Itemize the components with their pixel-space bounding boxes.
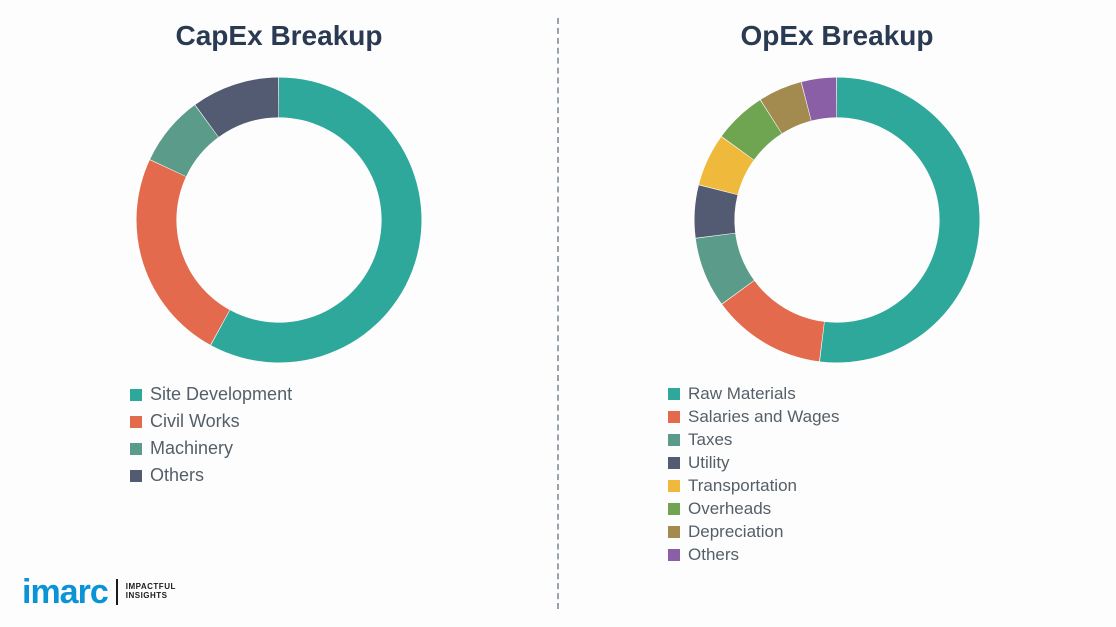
opex-legend-swatch-4 xyxy=(668,480,680,492)
capex-legend-label-0: Site Development xyxy=(150,384,292,405)
logo-tagline: IMPACTFUL INSIGHTS xyxy=(126,583,176,601)
opex-legend-swatch-2 xyxy=(668,434,680,446)
opex-legend-label-2: Taxes xyxy=(688,430,732,450)
brand-logo: imarc IMPACTFUL INSIGHTS xyxy=(22,575,176,609)
opex-legend-item-2: Taxes xyxy=(668,430,840,450)
capex-legend-item-3: Others xyxy=(130,465,292,486)
capex-legend: Site Development Civil Works Machinery Othe… xyxy=(130,384,292,486)
charts-container: CapEx Breakup Site Development Civil Work… xyxy=(0,0,1116,627)
capex-legend-label-1: Civil Works xyxy=(150,411,240,432)
opex-legend-label-7: Others xyxy=(688,545,739,565)
capex-legend-item-2: Machinery xyxy=(130,438,292,459)
opex-legend-swatch-7 xyxy=(668,549,680,561)
opex-legend-item-0: Raw Materials xyxy=(668,384,840,404)
opex-slice-3 xyxy=(695,185,738,238)
opex-legend-swatch-3 xyxy=(668,457,680,469)
capex-donut-wrap xyxy=(129,70,429,370)
opex-donut-wrap xyxy=(687,70,987,370)
vertical-divider xyxy=(557,18,559,609)
logo-mark: imarc xyxy=(22,575,108,609)
opex-title: OpEx Breakup xyxy=(741,20,934,52)
capex-legend-swatch-2 xyxy=(130,443,142,455)
capex-title: CapEx Breakup xyxy=(176,20,383,52)
opex-legend-item-6: Depreciation xyxy=(668,522,840,542)
opex-legend-swatch-0 xyxy=(668,388,680,400)
opex-legend-label-6: Depreciation xyxy=(688,522,783,542)
opex-legend-swatch-6 xyxy=(668,526,680,538)
opex-legend-label-5: Overheads xyxy=(688,499,771,519)
opex-slice-1 xyxy=(722,281,824,362)
capex-legend-swatch-0 xyxy=(130,389,142,401)
opex-donut-chart xyxy=(687,70,987,370)
capex-legend-label-3: Others xyxy=(150,465,204,486)
opex-legend: Raw Materials Salaries and Wages Taxes Util… xyxy=(668,384,840,565)
opex-legend-label-0: Raw Materials xyxy=(688,384,796,404)
capex-legend-item-0: Site Development xyxy=(130,384,292,405)
opex-legend-item-4: Transportation xyxy=(668,476,840,496)
opex-legend-swatch-5 xyxy=(668,503,680,515)
logo-divider xyxy=(116,579,118,605)
opex-slice-0 xyxy=(820,78,980,363)
logo-tag-top: IMPACTFUL xyxy=(126,582,176,591)
opex-legend-label-4: Transportation xyxy=(688,476,797,496)
capex-legend-swatch-1 xyxy=(130,416,142,428)
opex-legend-item-3: Utility xyxy=(668,453,840,473)
capex-panel: CapEx Breakup Site Development Civil Work… xyxy=(0,0,558,627)
opex-legend-item-5: Overheads xyxy=(668,499,840,519)
logo-tag-bottom: INSIGHTS xyxy=(126,591,168,600)
opex-legend-label-1: Salaries and Wages xyxy=(688,407,840,427)
opex-legend-item-7: Others xyxy=(668,545,840,565)
opex-panel: OpEx Breakup Raw Materials Salaries and W… xyxy=(558,0,1116,627)
opex-legend-label-3: Utility xyxy=(688,453,730,473)
capex-legend-label-2: Machinery xyxy=(150,438,233,459)
opex-legend-swatch-1 xyxy=(668,411,680,423)
capex-legend-swatch-3 xyxy=(130,470,142,482)
capex-legend-item-1: Civil Works xyxy=(130,411,292,432)
capex-donut-chart xyxy=(129,70,429,370)
opex-legend-item-1: Salaries and Wages xyxy=(668,407,840,427)
capex-slice-1 xyxy=(136,160,229,345)
